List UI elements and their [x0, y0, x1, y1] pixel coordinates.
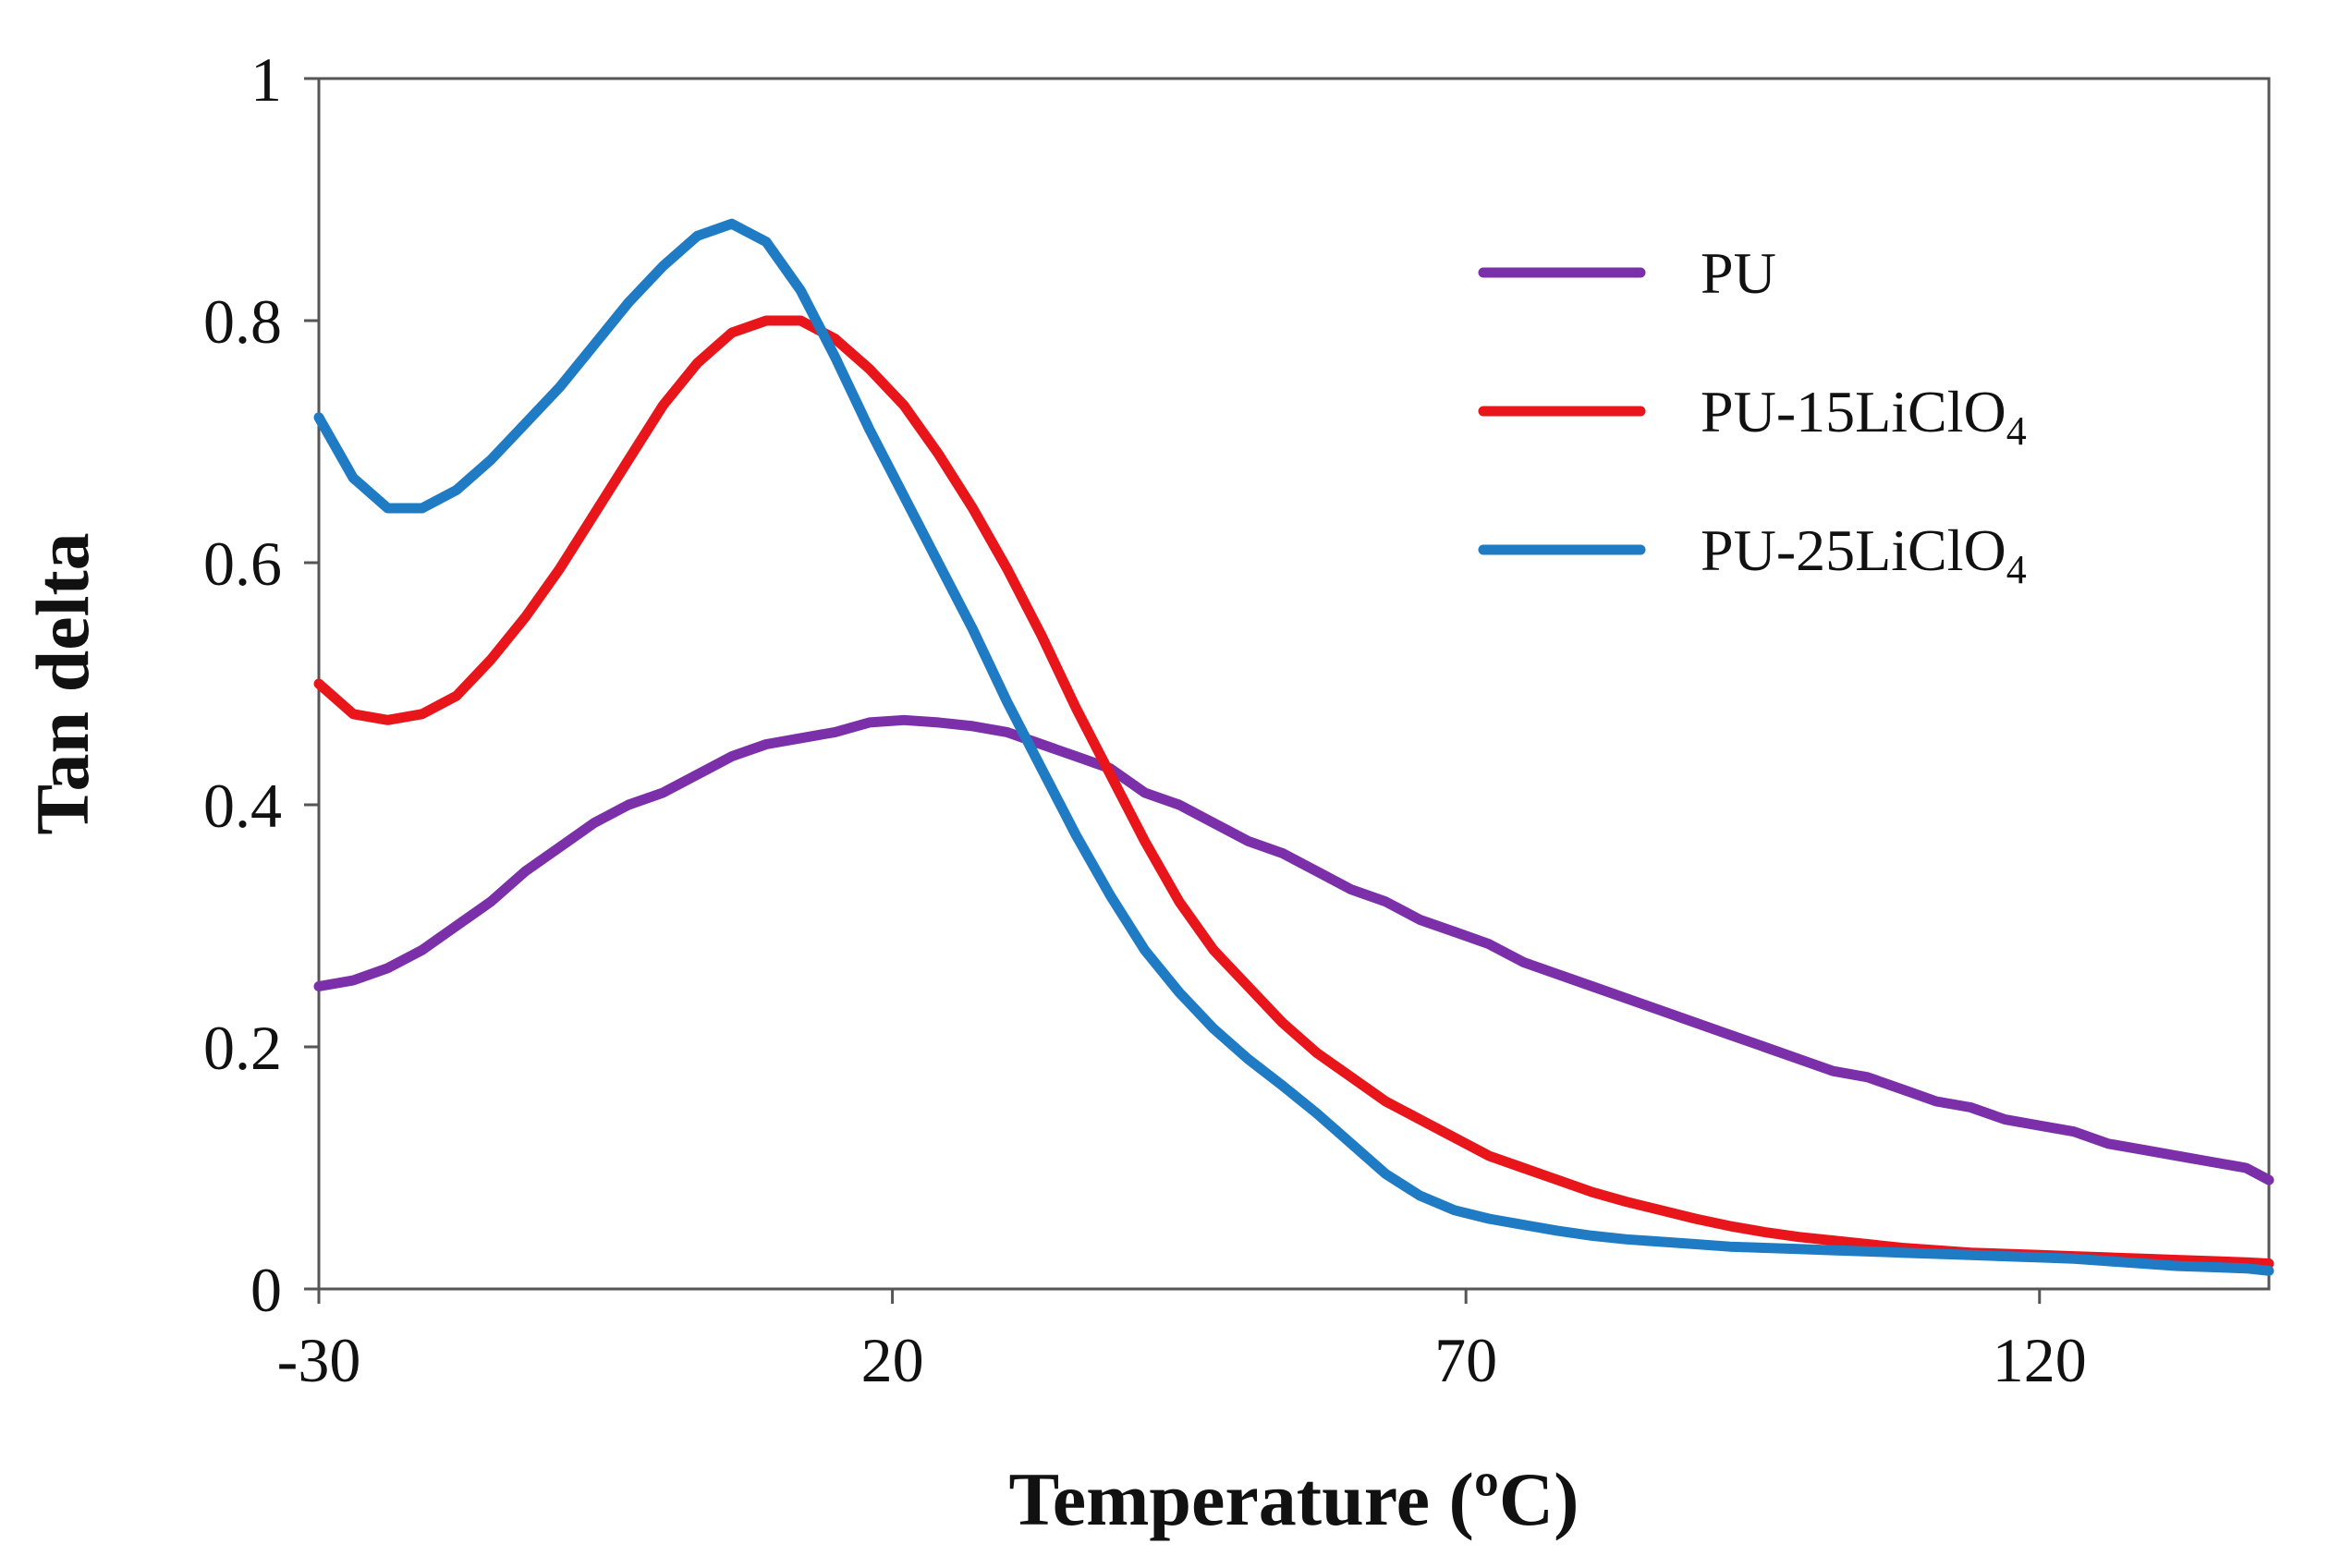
y-tick-label: 1 — [250, 44, 282, 115]
y-tick-label: 0 — [250, 1255, 282, 1325]
series-line-pu-25liclo4 — [313, 218, 2274, 1276]
x-tick-label: 120 — [1993, 1325, 2087, 1395]
y-axis-title: Tan delta — [20, 532, 104, 834]
legend: PU PU-15LiClO4 PU-25LiClO4 — [1478, 240, 2027, 592]
legend-label-pu-15liclo4: PU-15LiClO4 — [1701, 379, 2027, 454]
y-axis-ticks: 0 0.2 0.4 0.6 0.8 1 — [203, 44, 319, 1325]
x-tick-label: 70 — [1434, 1325, 1497, 1395]
series-line-pu-15liclo4 — [313, 315, 2274, 1269]
x-tick-label: -30 — [277, 1325, 361, 1395]
x-tick-label: 20 — [861, 1325, 924, 1395]
legend-label-pu: PU — [1701, 240, 1776, 306]
series-line-pu — [313, 714, 2274, 1185]
y-tick-label: 0.2 — [203, 1013, 282, 1083]
y-tick-label: 0.4 — [203, 771, 282, 841]
x-axis-title: Temperature (ºC) — [1009, 1457, 1579, 1541]
series-layer — [313, 218, 2274, 1276]
y-tick-label: 0.6 — [203, 529, 282, 599]
y-tick-label: 0.8 — [203, 286, 282, 357]
legend-label-pu-25liclo4: PU-25LiClO4 — [1701, 517, 2027, 592]
x-axis-ticks: -30 20 70 120 — [277, 1289, 2087, 1395]
